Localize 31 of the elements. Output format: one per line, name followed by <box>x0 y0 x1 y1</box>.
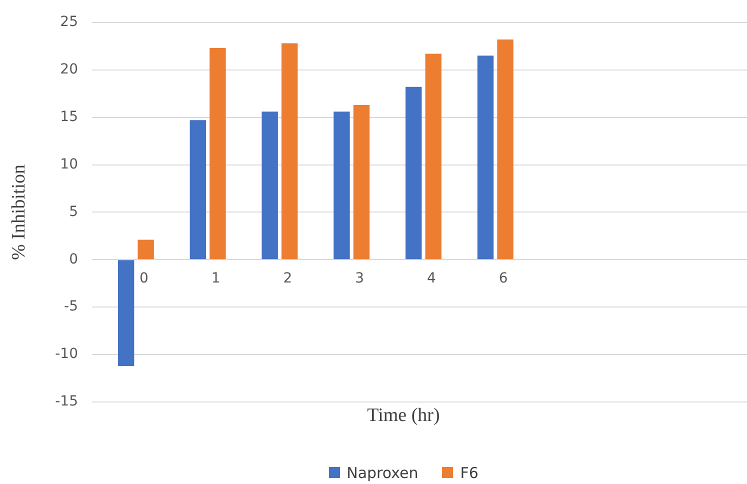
x-tick-label: 3 <box>355 270 364 287</box>
bar <box>138 240 154 260</box>
x-tick-label: 6 <box>498 270 508 287</box>
x-tick-label: 2 <box>283 270 292 287</box>
bar <box>262 112 278 260</box>
x-axis-title: Time (hr) <box>367 405 440 426</box>
bar <box>190 120 206 260</box>
y-tick-label: -10 <box>55 346 78 362</box>
bar <box>497 39 514 260</box>
y-tick-label: 5 <box>69 204 78 220</box>
x-tick-label: 1 <box>211 270 220 287</box>
bar <box>353 104 370 260</box>
bar <box>425 54 442 260</box>
bar <box>118 260 134 366</box>
bar <box>282 43 298 260</box>
y-tick-label: -5 <box>64 298 78 315</box>
x-tick-label: 0 <box>139 270 148 287</box>
bar <box>406 86 422 260</box>
y-tick-label: 20 <box>60 61 78 78</box>
y-axis-title: % Inhibition <box>8 164 30 260</box>
bar <box>477 56 494 260</box>
y-tick-label: 25 <box>60 14 78 30</box>
y-tick-label: -15 <box>55 394 78 410</box>
bar <box>210 48 226 260</box>
y-tick-label: 10 <box>60 156 78 172</box>
y-tick-label: 0 <box>69 251 78 268</box>
legend-label: Naproxen <box>346 464 418 482</box>
legend-label: F6 <box>460 464 478 482</box>
y-tick-label: 15 <box>60 108 78 125</box>
bar <box>334 112 350 260</box>
x-tick-label: 4 <box>427 270 436 287</box>
